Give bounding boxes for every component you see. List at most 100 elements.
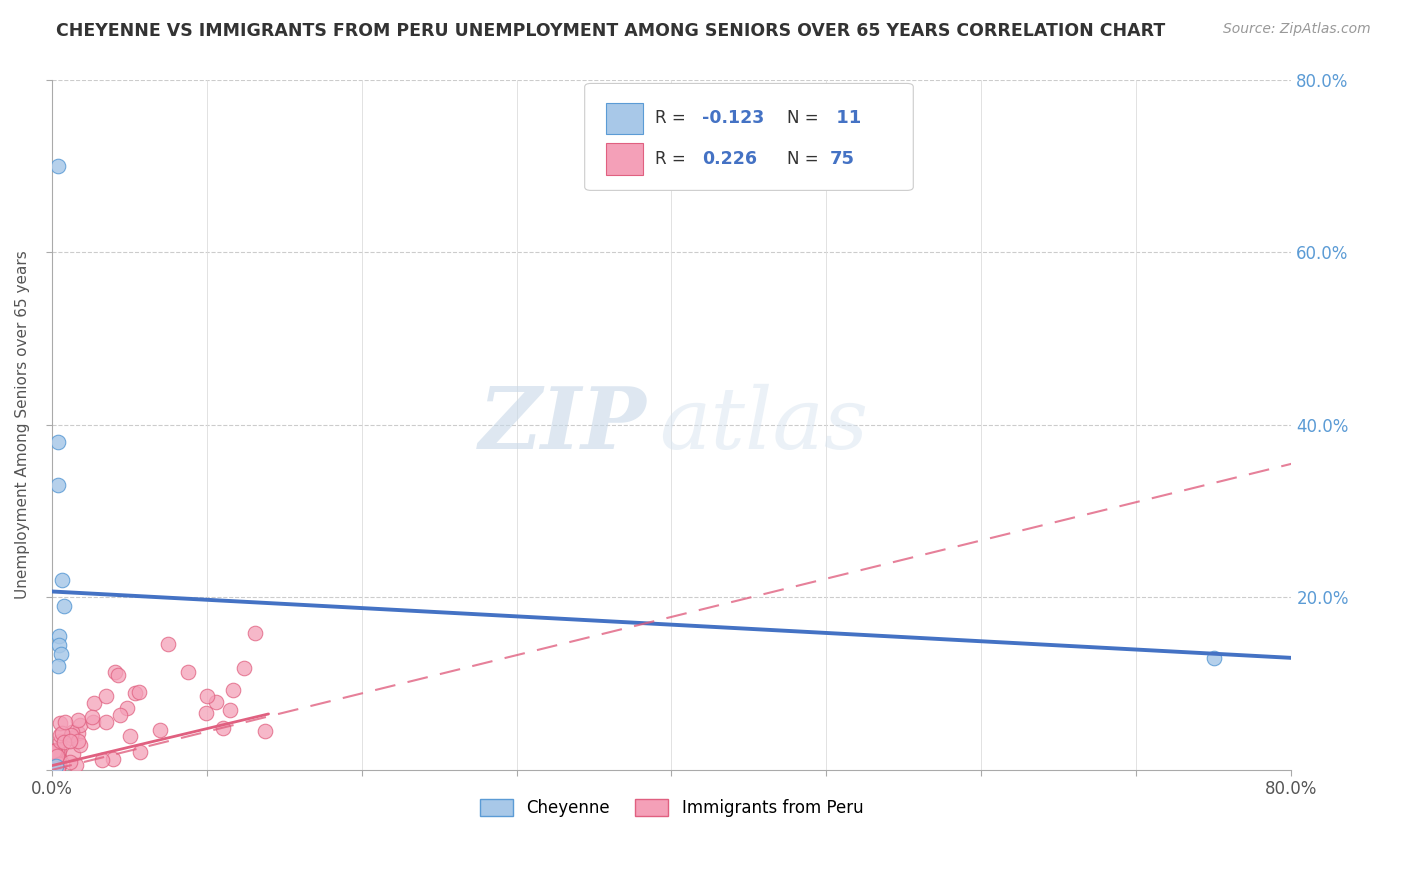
FancyBboxPatch shape (606, 103, 643, 134)
Text: ZIP: ZIP (479, 384, 647, 467)
Point (53, 714, 76, 729)
Point (45, 755, 67, 769)
Point (243, 626, 266, 640)
Point (83, 696, 105, 710)
Point (80, 710, 103, 724)
Point (91, 753, 114, 767)
Point (69, 718, 91, 732)
Point (1202, 651, 1225, 665)
Point (42, 744, 65, 758)
Point (48, 751, 70, 765)
Point (222, 683, 245, 698)
Point (48, 756, 70, 771)
Point (59, 734, 82, 748)
Point (49, 734, 72, 748)
Text: 0.226: 0.226 (703, 151, 758, 169)
Point (115, 700, 138, 714)
Point (46, 756, 69, 770)
Point (41, 756, 63, 770)
Point (48, 758, 70, 772)
Text: -0.123: -0.123 (703, 109, 765, 127)
Point (42, 760, 65, 774)
Point (46, 745, 69, 759)
Point (67, 713, 90, 727)
Point (45, 747, 67, 761)
Point (46, 747, 69, 762)
Point (46, 746, 69, 760)
Point (232, 661, 254, 675)
Point (69, 738, 91, 752)
Point (156, 637, 179, 651)
Text: N =: N = (787, 109, 824, 127)
Point (46, 659, 69, 673)
Point (149, 723, 172, 737)
Legend: Cheyenne, Immigrants from Peru: Cheyenne, Immigrants from Peru (472, 792, 870, 824)
Point (41, 748, 63, 763)
Point (48, 758, 70, 772)
Point (128, 685, 150, 699)
Point (65, 757, 87, 772)
Point (177, 665, 200, 679)
Point (212, 721, 235, 735)
Point (45, 758, 67, 772)
Point (51, 726, 73, 740)
Text: R =: R = (655, 151, 696, 169)
Point (46, 761, 69, 775)
Point (59, 756, 82, 770)
Point (51, 573, 73, 587)
Point (49, 716, 72, 731)
Point (44, 762, 66, 776)
Point (96, 714, 118, 729)
Point (66, 726, 89, 740)
Point (48, 638, 70, 652)
Point (45, 742, 67, 756)
Text: CHEYENNE VS IMMIGRANTS FROM PERU UNEMPLOYMENT AMONG SENIORS OVER 65 YEARS CORREL: CHEYENNE VS IMMIGRANTS FROM PERU UNEMPLO… (56, 22, 1166, 40)
Point (129, 745, 152, 759)
Point (42, 752, 65, 766)
Point (101, 751, 124, 765)
FancyBboxPatch shape (585, 84, 914, 190)
Point (62, 747, 84, 761)
Point (254, 724, 277, 739)
Text: 11: 11 (830, 109, 862, 127)
Point (53, 735, 76, 749)
Point (59, 728, 82, 742)
FancyBboxPatch shape (606, 144, 643, 175)
Point (48, 629, 70, 643)
Point (48, 742, 70, 756)
Point (110, 708, 132, 723)
Point (44, 745, 66, 759)
Point (45, 757, 67, 772)
Point (46, 758, 69, 772)
Point (67, 734, 90, 748)
Point (204, 695, 226, 709)
Point (82, 714, 104, 729)
Point (194, 706, 217, 720)
Text: R =: R = (655, 109, 692, 127)
Y-axis label: Unemployment Among Seniors over 65 years: Unemployment Among Seniors over 65 years (15, 251, 30, 599)
Text: atlas: atlas (659, 384, 869, 467)
Point (46, 478, 69, 492)
Point (45, 743, 67, 757)
Point (46, 159, 69, 173)
Point (107, 668, 129, 682)
Point (42, 756, 65, 771)
Point (195, 689, 218, 703)
Point (42, 757, 65, 772)
Point (59, 731, 82, 745)
Text: 75: 75 (830, 151, 855, 169)
Point (124, 686, 146, 700)
Point (52, 599, 75, 614)
Point (42, 746, 65, 760)
Point (46, 435, 69, 450)
Point (60, 725, 83, 739)
Point (49, 647, 72, 661)
Point (46, 752, 69, 766)
Point (218, 702, 240, 716)
Point (49, 728, 72, 742)
Point (45, 743, 67, 757)
Point (104, 665, 127, 679)
Point (94, 689, 117, 703)
Text: N =: N = (787, 151, 824, 169)
Point (46, 761, 69, 775)
